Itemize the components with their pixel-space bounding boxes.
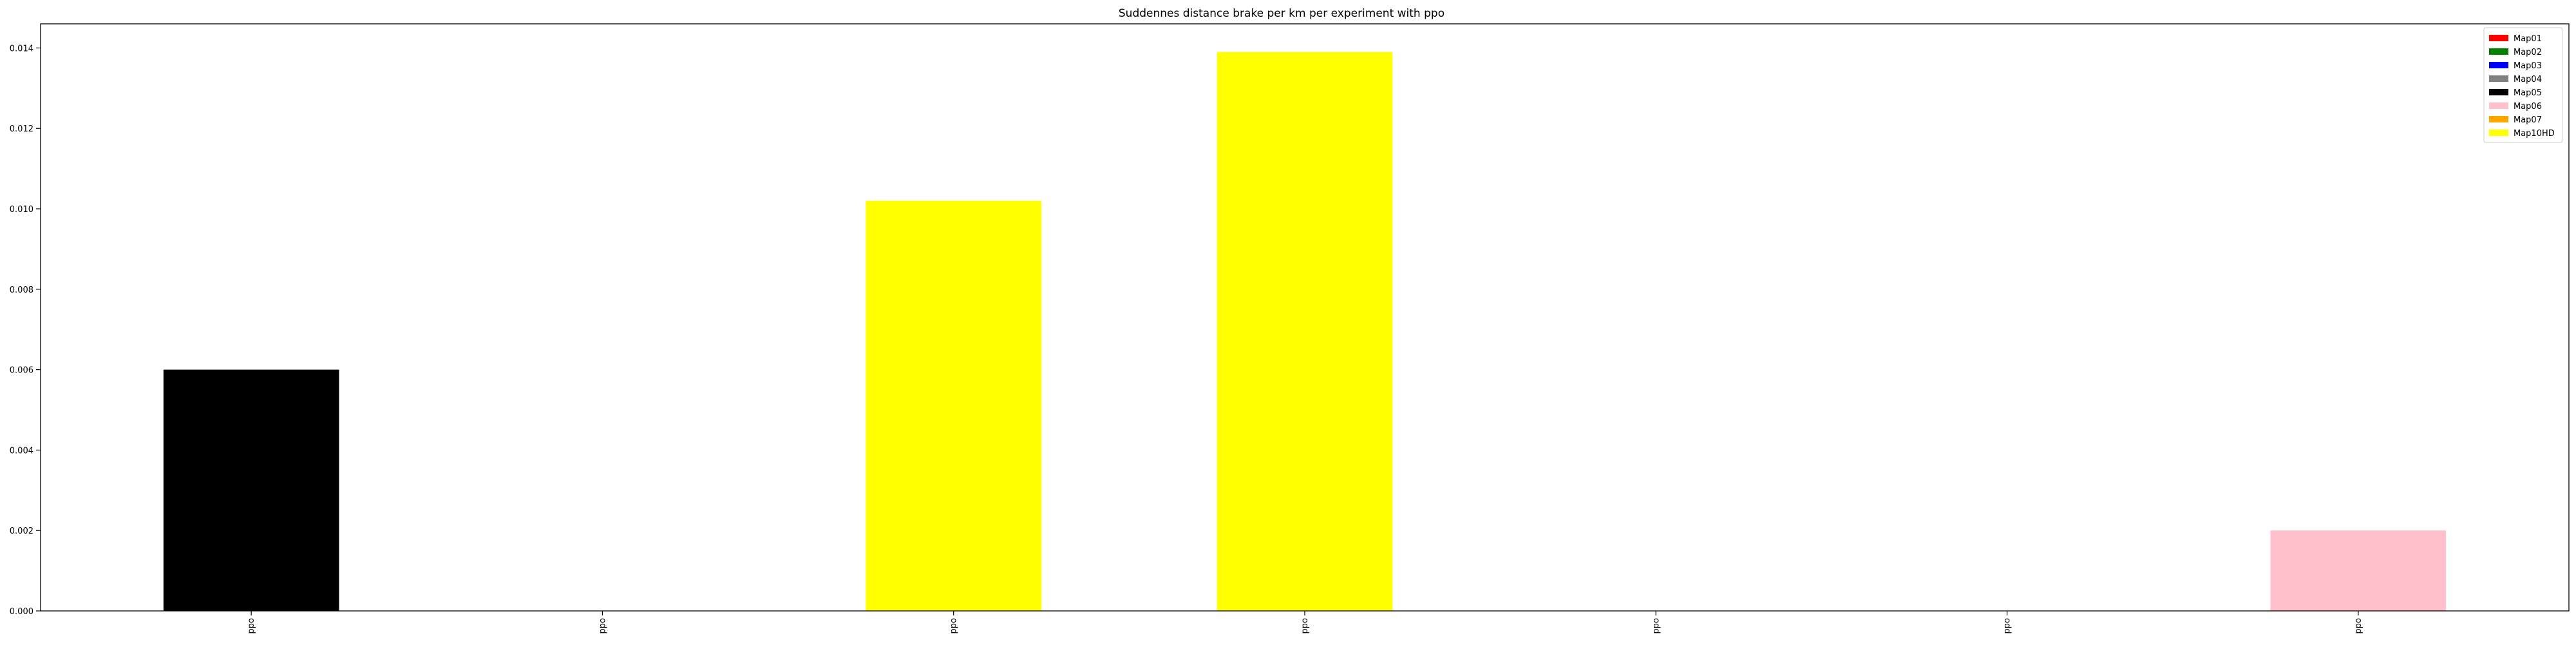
legend-label-3: Map04 <box>2514 75 2542 84</box>
y-tick-label-7: 0.014 <box>10 44 33 53</box>
legend-label-2: Map03 <box>2514 61 2542 71</box>
x-tick-label-2: ppo <box>949 618 959 634</box>
x-tick-label-5: ppo <box>2003 618 2012 634</box>
y-tick-label-1: 0.002 <box>10 526 33 536</box>
legend-swatch-6 <box>2489 116 2508 122</box>
bar-2 <box>866 200 1042 611</box>
legend-label-7: Map10HD <box>2514 129 2555 139</box>
legend-label-5: Map06 <box>2514 102 2542 111</box>
y-tick-label-2: 0.004 <box>10 446 33 456</box>
legend-label-1: Map02 <box>2514 48 2542 57</box>
x-tick-label-3: ppo <box>1300 618 1310 634</box>
legend-swatch-1 <box>2489 48 2508 55</box>
x-tick-label-0: ppo <box>247 618 256 634</box>
x-axis: ppo ppo ppo ppo ppo ppo ppo <box>247 611 2363 633</box>
legend-swatch-4 <box>2489 89 2508 95</box>
legend-box <box>2483 27 2563 143</box>
legend: Map01 Map02 Map03 Map04 Map05 Map06 Map07 Map10… <box>2483 27 2563 143</box>
y-axis: 0.000 0.002 0.004 0.006 0.008 0.010 0.012 0.014 <box>10 44 41 617</box>
plot-frame <box>40 23 2570 612</box>
legend-label-0: Map01 <box>2514 34 2542 44</box>
legend-swatch-7 <box>2489 130 2508 136</box>
legend-swatch-3 <box>2489 75 2508 82</box>
bars-layer <box>163 52 2447 611</box>
bar-6 <box>2270 530 2447 611</box>
legend-label-6: Map07 <box>2514 115 2542 125</box>
legend-label-4: Map05 <box>2514 88 2542 98</box>
y-tick-label-5: 0.010 <box>10 205 33 215</box>
x-tick-label-1: ppo <box>598 618 607 634</box>
bar-3 <box>1217 52 1393 611</box>
legend-swatch-5 <box>2489 102 2508 109</box>
legend-swatch-0 <box>2489 35 2508 41</box>
chart-title: Suddennes distance brake per km per expe… <box>1119 7 1444 20</box>
y-tick-label-6: 0.012 <box>10 124 33 134</box>
x-tick-label-4: ppo <box>1651 618 1661 634</box>
y-tick-label-3: 0.006 <box>10 366 33 376</box>
legend-swatch-2 <box>2489 62 2508 68</box>
y-tick-label-4: 0.008 <box>10 285 33 295</box>
x-tick-label-6: ppo <box>2354 618 2363 634</box>
bar-0 <box>163 369 339 611</box>
y-tick-label-0: 0.000 <box>10 607 33 617</box>
